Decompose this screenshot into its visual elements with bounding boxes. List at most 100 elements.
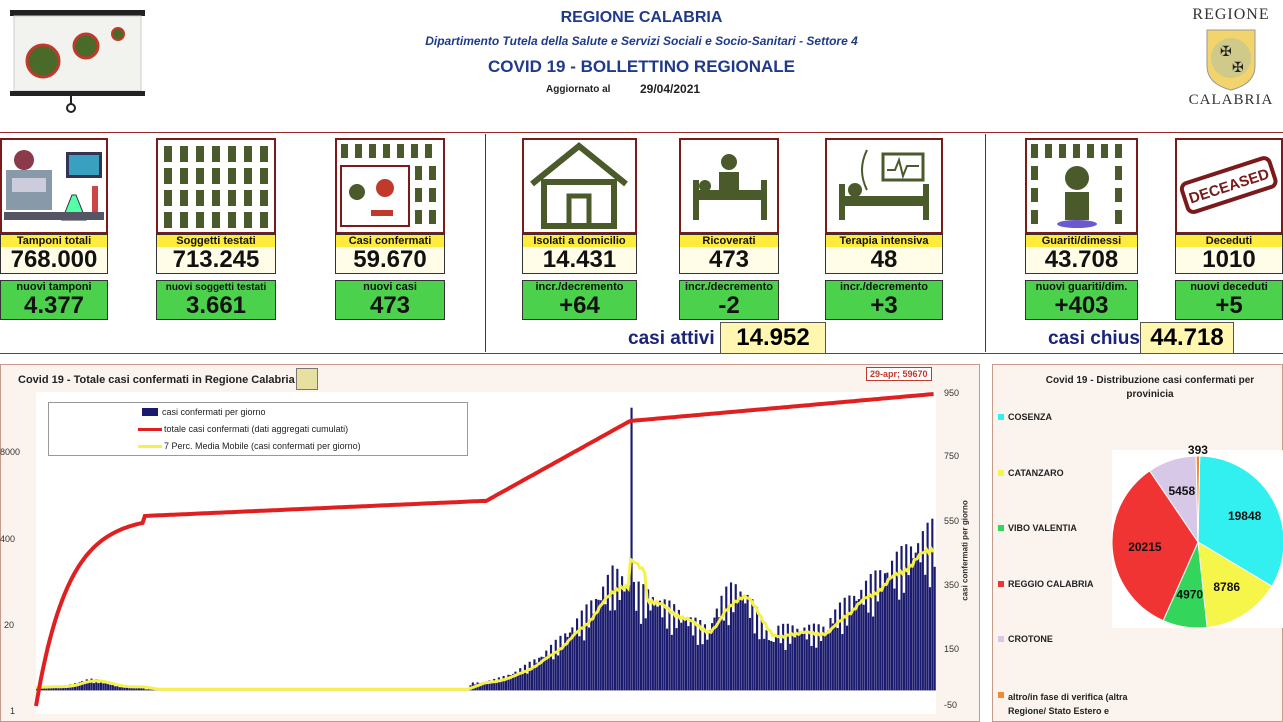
logo-bottom-text: CALABRIA (1188, 92, 1274, 108)
daily-bar (130, 686, 133, 691)
daily-bar (748, 618, 752, 691)
pie-legend-swatch (998, 636, 1004, 642)
right-tick-750: 750 (944, 451, 960, 461)
updated-date: 29/04/2021 (640, 82, 701, 96)
pie-slice (1112, 470, 1199, 622)
guariti-new-value: +403 (1025, 293, 1138, 320)
daily-bar (926, 522, 929, 691)
daily-bar (128, 687, 131, 691)
daily-bar (137, 686, 140, 691)
daily-bar (512, 673, 515, 691)
daily-bar (907, 575, 910, 691)
daily-bar (66, 686, 69, 691)
daily-bar (545, 650, 548, 691)
right-tick-150: 150 (944, 644, 960, 654)
pie-value-label: 393 (1188, 443, 1208, 457)
daily-bar (668, 600, 671, 691)
pie-legend-reggio: REGGIO CALABRIA (1008, 579, 1094, 589)
logo-top-text: REGIONE (1192, 6, 1270, 23)
pie-value-label: 19848 (1228, 509, 1262, 523)
terapia-value: 48 (825, 247, 943, 274)
daily-bar (831, 623, 834, 691)
svg-text:✠: ✠ (1232, 59, 1244, 75)
daily-bar (519, 668, 522, 691)
daily-bar (590, 600, 593, 691)
pie-chart-svg: 19848 8786 4970 20215 5458 393 (1112, 443, 1283, 629)
card-image-ricoverati (679, 138, 779, 234)
pie-value-label: 20215 (1128, 540, 1162, 554)
daily-bar (931, 518, 934, 691)
daily-bar (564, 633, 567, 691)
daily-bar (722, 620, 725, 691)
daily-bar (843, 597, 846, 691)
daily-bar (824, 634, 827, 691)
cumulative-cases-line (34, 392, 934, 707)
card-image-tamponi (0, 138, 108, 234)
daily-bar (580, 610, 583, 691)
daily-bar (486, 682, 489, 691)
daily-bar (696, 644, 699, 691)
daily-bar (796, 628, 799, 691)
legend-swatch-bars (142, 408, 158, 416)
daily-bar (812, 623, 815, 691)
daily-bar (924, 574, 927, 691)
daily-bar (850, 613, 853, 691)
daily-bar (808, 624, 811, 691)
legend-average: 7 Perc. Media Mobile (casi confermati pe… (164, 441, 361, 451)
daily-bar (744, 603, 747, 691)
daily-bar (881, 586, 884, 691)
people-grid-icon (164, 146, 268, 228)
daily-bar (542, 657, 545, 691)
chart-legend (48, 402, 468, 456)
daily-bar (883, 573, 887, 691)
daily-bar (637, 581, 640, 691)
daily-bar (76, 683, 79, 691)
daily-bar (144, 689, 148, 691)
pie-value-label: 4970 (1176, 588, 1203, 602)
daily-bar (789, 643, 792, 691)
daily-bar (616, 568, 619, 691)
daily-bar (104, 682, 107, 691)
daily-bar (135, 686, 138, 691)
guariti-new-label: nuovi guariti/dim. (1025, 280, 1138, 295)
daily-bar (597, 599, 600, 691)
daily-bar (111, 684, 114, 691)
daily-bar (917, 543, 920, 691)
daily-bar (516, 673, 519, 691)
daily-bar (587, 627, 590, 691)
daily-bar (609, 610, 612, 691)
isolati-delta-value: +64 (522, 293, 637, 320)
right-axis-label: casi confermati per giorno (960, 500, 970, 601)
daily-bar (554, 639, 557, 691)
card-image-soggetti (156, 138, 276, 234)
isolati-value: 14.431 (522, 247, 637, 274)
daily-bar (514, 671, 517, 691)
department-subtitle: Dipartimento Tutela della Salute e Servi… (425, 34, 858, 48)
pie-slice (1195, 455, 1201, 543)
daily-bar (57, 687, 60, 691)
daily-bar (99, 680, 103, 691)
daily-bar (933, 566, 936, 691)
region-title: REGIONE CALABRIA (560, 9, 723, 26)
daily-bar (549, 644, 553, 691)
daily-bar (928, 587, 932, 691)
daily-bar (40, 687, 43, 691)
soggetti-value: 713.245 (156, 247, 276, 274)
daily-bar (900, 545, 903, 691)
daily-bar (81, 681, 84, 691)
daily-bar (886, 572, 889, 691)
daily-bar (592, 613, 595, 691)
daily-bar (765, 630, 768, 691)
daily-bar (848, 595, 851, 691)
svg-text:✠: ✠ (1220, 43, 1232, 59)
pie-slice (1197, 455, 1283, 587)
daily-bar (478, 683, 482, 691)
left-tick-20: 20 (4, 620, 15, 630)
pie-legend-swatch (998, 581, 1004, 587)
icu-bed-icon (839, 149, 929, 220)
pie-legend-swatch (998, 414, 1004, 420)
daily-bar (635, 610, 638, 691)
daily-bar (54, 686, 58, 691)
daily-bar (777, 625, 780, 691)
daily-bar (770, 640, 773, 691)
